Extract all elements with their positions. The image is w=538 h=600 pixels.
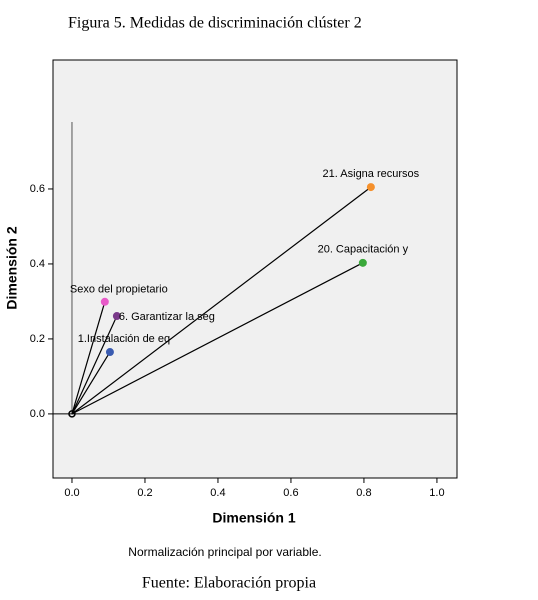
point-label: 21. Asigna recursos bbox=[323, 168, 420, 180]
point-label: Sexo del propietario bbox=[70, 284, 168, 296]
x-tick-label: 0.2 bbox=[137, 487, 152, 499]
vector-line bbox=[71, 351, 111, 415]
vector-line bbox=[71, 315, 118, 415]
y-tick-label: 0.2 bbox=[30, 333, 45, 345]
vector-line bbox=[71, 301, 106, 415]
chart-title: Figura 5. Medidas de discriminación clús… bbox=[68, 15, 362, 32]
vector-line bbox=[71, 186, 372, 415]
point-label: 6. Garantizar la seg bbox=[119, 311, 215, 323]
y-tick-label: 0.6 bbox=[30, 183, 45, 195]
point bbox=[105, 348, 114, 357]
origin bbox=[68, 410, 76, 418]
y-tick-label: 0.4 bbox=[30, 258, 45, 270]
plot-area bbox=[52, 59, 458, 479]
vector-line bbox=[71, 262, 364, 415]
x-tick-label: 0.8 bbox=[356, 487, 371, 499]
point bbox=[366, 183, 375, 192]
point bbox=[100, 297, 109, 306]
note: Normalización principal por variable. bbox=[128, 545, 321, 559]
source: Fuente: Elaboración propia bbox=[142, 575, 316, 592]
y-tick-label: 0.0 bbox=[30, 408, 45, 420]
point bbox=[112, 312, 121, 321]
x-axis-title: Dimensión 1 bbox=[212, 510, 295, 526]
x-tick-label: 0.0 bbox=[64, 487, 79, 499]
y-axis-title: Dimensión 2 bbox=[4, 226, 20, 309]
point-label: 20. Capacitación y bbox=[318, 244, 409, 256]
point-label: 1.Instalación de eq bbox=[78, 333, 170, 345]
x-tick-label: 0.4 bbox=[210, 487, 225, 499]
x-tick-label: 1.0 bbox=[429, 487, 444, 499]
point bbox=[358, 258, 367, 267]
x-tick-label: 0.6 bbox=[283, 487, 298, 499]
